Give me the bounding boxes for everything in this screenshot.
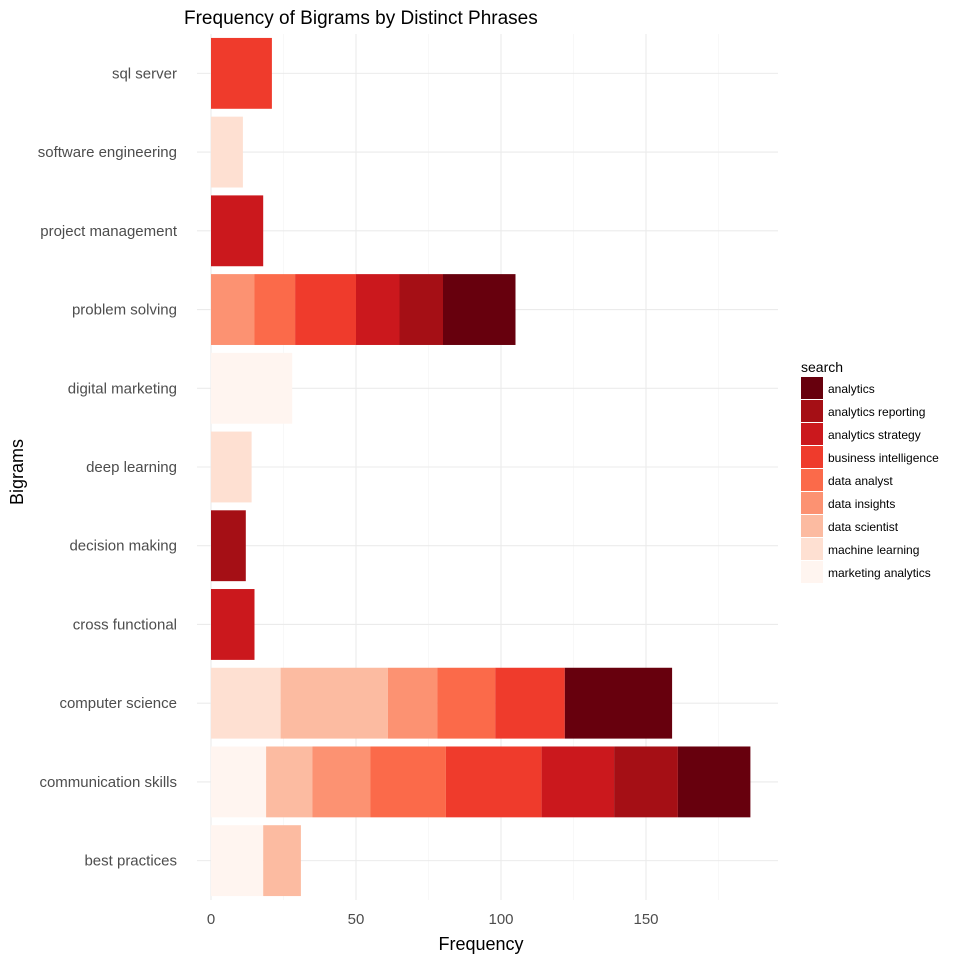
legend-label-analytics-reporting: analytics reporting [828,405,925,419]
chart-title: Frequency of Bigrams by Distinct Phrases [184,8,538,29]
bar-computer-science-data-analyst [437,667,496,739]
bar-computer-science-machine-learning [211,667,281,739]
y-tick-label-digital-marketing: digital marketing [68,380,177,397]
bar-best-practices-marketing-analytics [211,825,264,897]
legend-swatch-analytics-reporting [801,400,823,422]
y-tick-label-best-practices: best practices [84,853,177,870]
y-tick-label-software-engineering: software engineering [38,144,177,161]
legend-swatch-marketing-analytics [801,561,823,583]
bar-decision-making-analytics-reporting [211,510,246,582]
bar-communication-skills-analytics-reporting [614,746,678,818]
legend-label-data-scientist: data scientist [828,520,899,534]
x-tick-label-100: 100 [488,911,513,928]
legend-swatch-data-scientist [801,515,823,537]
x-tick-label-0: 0 [207,911,215,928]
legend-items: analytics analytics reporting analytics st… [801,377,939,583]
bar-communication-skills-business-intelligence [445,746,542,818]
legend-swatch-analytics-strategy [801,423,823,445]
bar-communication-skills-data-analyst [370,746,446,818]
legend-swatch-data-analyst [801,469,823,491]
y-tick-label-deep-learning: deep learning [86,459,177,476]
bar-problem-solving-data-analyst [254,274,296,345]
x-tick-label-150: 150 [633,911,658,928]
bar-problem-solving-analytics-strategy [356,274,400,345]
bar-software-engineering-machine-learning [211,116,243,188]
bar-problem-solving-analytics [443,274,516,345]
bar-computer-science-business-intelligence [495,667,565,739]
bar-project-management-analytics-strategy [211,195,264,267]
y-tick-label-communication-skills: communication skills [39,774,177,791]
y-tick-label-computer-science: computer science [59,695,177,712]
bars [211,37,751,897]
bar-problem-solving-analytics-reporting [399,274,443,345]
legend-label-marketing-analytics: marketing analytics [828,566,931,580]
legend-swatch-business-intelligence [801,446,823,468]
y-tick-label-problem-solving: problem solving [72,302,177,319]
legend-label-data-analyst: data analyst [828,474,893,488]
y-tick-label-project-management: project management [40,223,178,240]
bar-digital-marketing-marketing-analytics [211,352,293,424]
legend-title: search [801,359,843,375]
legend-label-business-intelligence: business intelligence [828,451,939,465]
y-axis-tick-labels: best practices communication skills comput… [38,65,178,869]
bar-problem-solving-data-insights [211,274,255,345]
x-axis-title: Frequency [438,934,523,954]
bar-deep-learning-machine-learning [211,431,252,503]
x-tick-label-50: 50 [348,911,365,928]
x-axis-tick-labels: 0 50 100 150 [207,911,659,928]
bar-cross-functional-analytics-strategy [211,589,255,660]
bar-problem-solving-business-intelligence [295,274,356,345]
bar-communication-skills-marketing-analytics [211,746,267,818]
y-tick-label-cross-functional: cross functional [73,616,177,633]
y-tick-label-sql-server: sql server [112,65,177,82]
bar-computer-science-analytics [564,667,673,739]
bar-computer-science-data-scientist [280,667,388,739]
legend-label-data-insights: data insights [828,497,895,511]
bar-computer-science-data-insights [387,667,438,739]
bar-communication-skills-data-insights [312,746,371,818]
bar-communication-skills-analytics-strategy [541,746,615,818]
y-axis-title: Bigrams [7,439,27,505]
legend-swatch-analytics [801,377,823,399]
bar-communication-skills-data-scientist [266,746,313,818]
legend-swatch-machine-learning [801,538,823,560]
bar-sql-server-business-intelligence [211,37,272,109]
bar-best-practices-data-scientist [263,825,301,897]
legend-label-analytics-strategy: analytics strategy [828,428,921,442]
bar-communication-skills-analytics [677,746,751,818]
legend-swatch-data-insights [801,492,823,514]
y-tick-label-decision-making: decision making [69,538,177,555]
legend-label-analytics: analytics [828,382,875,396]
legend-label-machine-learning: machine learning [828,543,919,557]
